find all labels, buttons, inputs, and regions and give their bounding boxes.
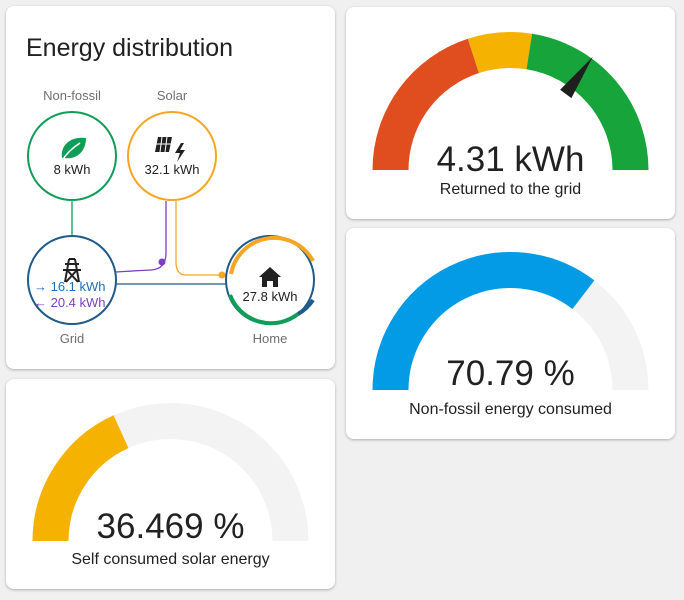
- non-fossil-value: 8 kWh: [53, 162, 91, 177]
- non-fossil-consumed-card[interactable]: 70.79 % Non-fossil energy consumed: [346, 228, 675, 439]
- returned-gauge-value: 4.31 kWh: [436, 140, 585, 179]
- solar-to-home-line: [175, 201, 234, 276]
- home-solar-segment: [229, 235, 315, 275]
- non-fossil-gauge-value: 70.79 %: [446, 354, 575, 393]
- gauge-fill: [372, 252, 595, 391]
- solar-gauge-value: 36.469 %: [96, 507, 245, 546]
- returned-to-grid-card[interactable]: 4.31 kWh Returned to the grid: [346, 7, 675, 219]
- home-value: 27.8 kWh: [242, 289, 298, 304]
- gauge-segment: [372, 38, 480, 171]
- home-grid-segment: [296, 298, 315, 316]
- solar-gauge-label: Self consumed solar energy: [71, 551, 270, 568]
- energy-distribution-title: Energy distribution: [26, 34, 234, 62]
- grid-label: Grid: [59, 331, 85, 346]
- gauge-segment: [467, 32, 533, 74]
- solar-power-icon: [155, 136, 185, 162]
- grid-export-value: ← 20.4 kWh: [34, 295, 106, 310]
- energy-distribution-card: Energy distribution: [6, 6, 335, 369]
- home-nonfossil-segment: [228, 294, 300, 326]
- non-fossil-label: Non-fossil: [43, 88, 101, 103]
- self-consumed-solar-card[interactable]: 36.469 % Self consumed solar energy: [6, 379, 335, 589]
- solar-to-grid-line: [115, 201, 167, 273]
- energy-flow-diagram: [27, 111, 315, 326]
- non-fossil-gauge-svg: [372, 252, 649, 391]
- returned-gauge-label: Returned to the grid: [439, 181, 582, 198]
- gauge-segment: [525, 33, 649, 171]
- returned-gauge-svg: [372, 32, 649, 171]
- home-icon: [259, 267, 281, 287]
- solar-to-home-dot: [218, 271, 226, 279]
- solar-node[interactable]: [127, 111, 217, 201]
- home-label: Home: [252, 331, 288, 346]
- grid-node[interactable]: [27, 235, 117, 325]
- transmission-tower-icon: [63, 258, 81, 283]
- solar-value: 32.1 kWh: [144, 162, 200, 177]
- solar-gauge-svg: [32, 403, 309, 542]
- non-fossil-gauge-label: Non-fossil energy consumed: [409, 401, 612, 418]
- solar-to-grid-dot: [158, 258, 166, 266]
- gauge-fill: [32, 415, 129, 542]
- grid-import-value: → 16.1 kWh: [34, 279, 106, 294]
- solar-label: Solar: [156, 88, 188, 103]
- leaf-icon: [60, 137, 86, 163]
- gauge-needle: [560, 56, 593, 99]
